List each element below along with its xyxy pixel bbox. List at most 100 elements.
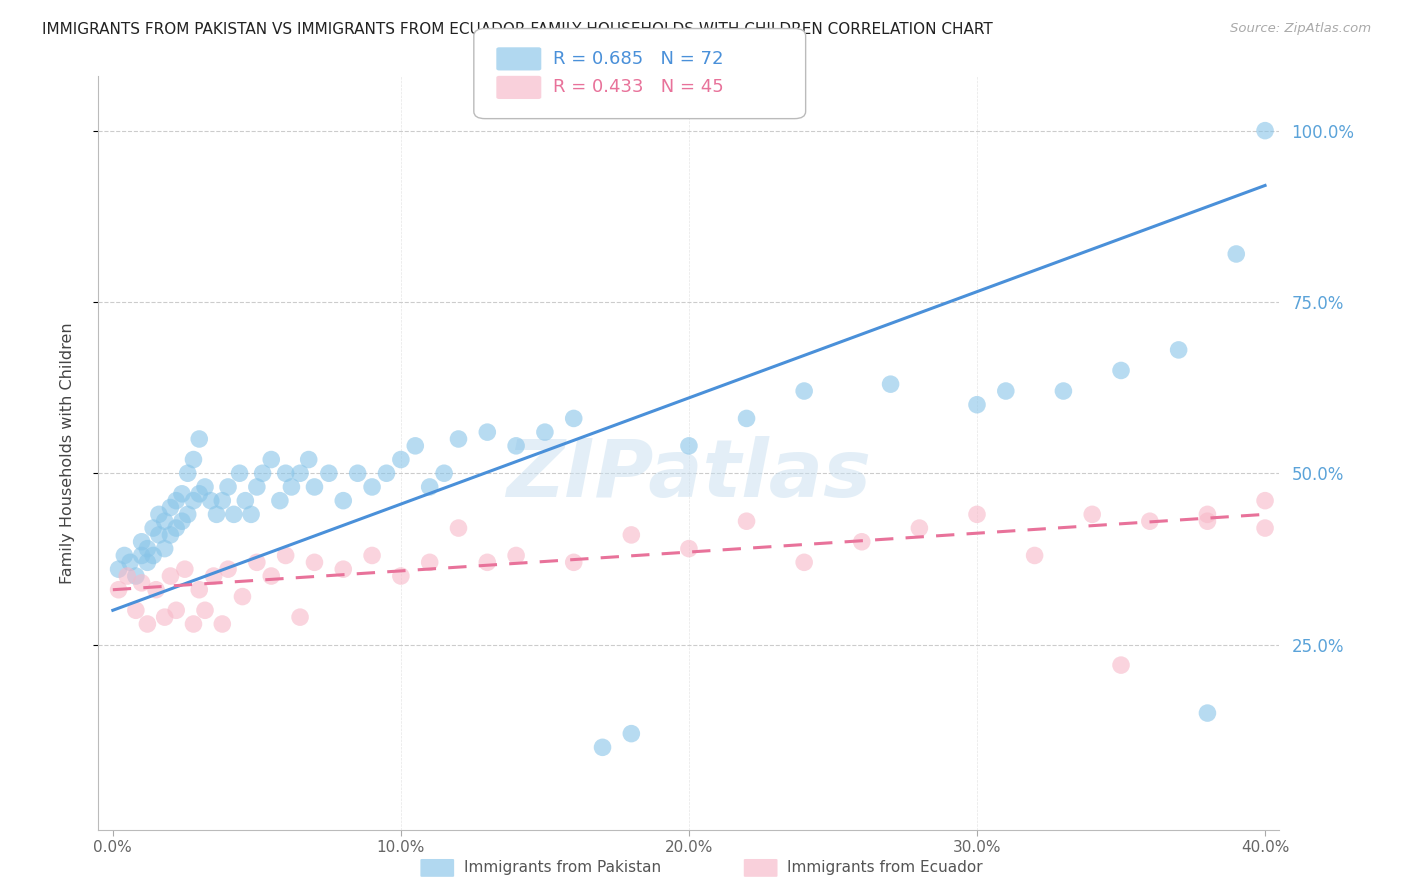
Point	[389, 452, 412, 467]
Point	[433, 467, 456, 481]
Point	[148, 528, 170, 542]
Point	[1052, 384, 1074, 398]
Point	[318, 467, 340, 481]
Point	[298, 452, 321, 467]
Text: R = 0.433   N = 45: R = 0.433 N = 45	[553, 78, 723, 96]
Text: R = 0.685   N = 72: R = 0.685 N = 72	[553, 50, 723, 68]
Point	[534, 425, 557, 439]
Point	[188, 487, 211, 501]
Point	[1197, 514, 1219, 528]
Point	[246, 555, 269, 569]
Y-axis label: Family Households with Children: Family Households with Children	[60, 322, 75, 583]
Point	[188, 432, 211, 446]
Point	[148, 508, 170, 522]
Point	[346, 467, 368, 481]
Point	[205, 508, 228, 522]
Point	[375, 467, 398, 481]
Text: ZIPatlas: ZIPatlas	[506, 436, 872, 515]
Point	[240, 508, 263, 522]
Point	[505, 439, 527, 453]
Point	[1254, 493, 1277, 508]
Point	[793, 384, 815, 398]
Point	[159, 569, 181, 583]
Point	[1109, 363, 1132, 377]
Point	[361, 549, 384, 563]
Point	[125, 569, 148, 583]
Point	[361, 480, 384, 494]
Point	[131, 534, 153, 549]
Point	[620, 726, 643, 740]
Point	[280, 480, 302, 494]
Point	[231, 590, 253, 604]
Point	[1109, 658, 1132, 673]
Point	[194, 480, 217, 494]
Point	[202, 569, 225, 583]
Point	[131, 575, 153, 590]
Point	[217, 562, 239, 576]
Point	[879, 377, 901, 392]
Point	[1254, 123, 1277, 137]
Point	[142, 521, 165, 535]
Point	[228, 467, 250, 481]
Point	[1081, 508, 1104, 522]
Point	[120, 555, 142, 569]
Point	[966, 508, 988, 522]
Point	[200, 493, 222, 508]
Point	[260, 452, 283, 467]
Point	[131, 549, 153, 563]
Point	[183, 452, 205, 467]
Point	[136, 617, 159, 632]
Point	[233, 493, 256, 508]
Point	[288, 467, 311, 481]
Point	[246, 480, 269, 494]
Point	[159, 500, 181, 515]
Point	[153, 541, 176, 556]
Point	[1225, 247, 1247, 261]
Text: Source: ZipAtlas.com: Source: ZipAtlas.com	[1230, 22, 1371, 36]
Point	[562, 411, 585, 425]
Point	[1167, 343, 1189, 357]
Point	[1024, 549, 1046, 563]
Point	[159, 528, 181, 542]
Point	[136, 555, 159, 569]
Point	[260, 569, 283, 583]
Point	[107, 582, 129, 597]
Point	[994, 384, 1017, 398]
Point	[1254, 521, 1277, 535]
Point	[222, 508, 245, 522]
Text: Immigrants from Ecuador: Immigrants from Ecuador	[787, 861, 983, 875]
Point	[678, 541, 700, 556]
Point	[678, 439, 700, 453]
Point	[177, 508, 200, 522]
Point	[153, 610, 176, 624]
Point	[851, 534, 873, 549]
Point	[165, 603, 187, 617]
Point	[125, 603, 148, 617]
Point	[419, 555, 441, 569]
Point	[115, 569, 138, 583]
Point	[153, 514, 176, 528]
Point	[194, 603, 217, 617]
Point	[177, 467, 200, 481]
Point	[170, 487, 193, 501]
Point	[217, 480, 239, 494]
Point	[332, 562, 354, 576]
Point	[165, 521, 187, 535]
Point	[735, 411, 758, 425]
Point	[112, 549, 135, 563]
Point	[447, 521, 470, 535]
Point	[735, 514, 758, 528]
Point	[447, 432, 470, 446]
Point	[107, 562, 129, 576]
Point	[142, 549, 165, 563]
Point	[592, 740, 614, 755]
Point	[793, 555, 815, 569]
Text: Immigrants from Pakistan: Immigrants from Pakistan	[464, 861, 661, 875]
Point	[620, 528, 643, 542]
Point	[173, 562, 195, 576]
Point	[1197, 706, 1219, 720]
Point	[274, 467, 297, 481]
Point	[562, 555, 585, 569]
Point	[211, 493, 233, 508]
Point	[211, 617, 233, 632]
